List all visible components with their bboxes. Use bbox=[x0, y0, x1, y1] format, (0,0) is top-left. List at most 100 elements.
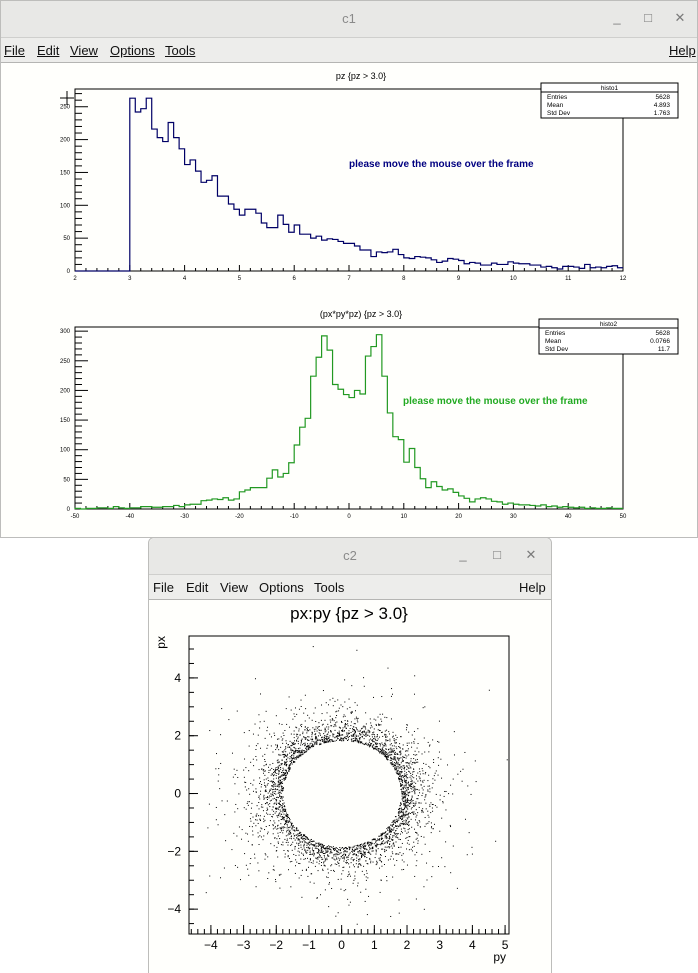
x-tick-label: 5 bbox=[502, 938, 509, 952]
menu-file[interactable]: File bbox=[4, 43, 25, 58]
maximize-button[interactable]: □ bbox=[493, 547, 501, 562]
histogram-bin bbox=[283, 224, 288, 271]
scatter-point bbox=[358, 858, 360, 860]
scatter-point bbox=[325, 850, 327, 852]
scatter-point bbox=[382, 751, 384, 753]
scatter-point bbox=[294, 753, 296, 755]
scatter-point bbox=[318, 849, 320, 851]
scatter-point bbox=[336, 714, 338, 716]
scatter-point bbox=[388, 754, 390, 756]
scatter-point bbox=[302, 733, 304, 735]
scatter-point bbox=[316, 857, 318, 859]
scatter-point bbox=[400, 785, 402, 787]
scatter-point bbox=[400, 779, 402, 781]
scatter-point bbox=[290, 886, 292, 888]
scatter-point bbox=[344, 854, 346, 856]
c2-canvas[interactable]: px:py {pz > 3.0}−4 −3 −2 −1 0 1 2 3 4 5−4−2024pyp… bbox=[149, 600, 551, 973]
scatter-point bbox=[347, 720, 349, 722]
menu-options[interactable]: Options bbox=[259, 580, 304, 595]
scatter-point bbox=[374, 746, 376, 748]
scatter-point bbox=[293, 713, 295, 715]
scatter-point bbox=[269, 733, 271, 735]
scatter-point bbox=[394, 864, 396, 866]
scatter-point bbox=[280, 754, 282, 756]
scatter-point bbox=[367, 843, 369, 845]
scatter-point bbox=[314, 743, 316, 745]
scatter-point bbox=[352, 730, 354, 732]
scatter-point bbox=[293, 760, 295, 762]
scatter-point bbox=[293, 829, 295, 831]
scatter-point bbox=[295, 739, 297, 741]
scatter-point bbox=[293, 742, 295, 744]
scatter-point bbox=[361, 870, 363, 872]
histogram-bin bbox=[376, 335, 381, 509]
scatter-point bbox=[348, 863, 350, 865]
scatter-point bbox=[263, 720, 265, 722]
scatter-point bbox=[399, 852, 401, 854]
close-button[interactable]: ✕ bbox=[525, 547, 537, 562]
scatter-point bbox=[410, 775, 412, 777]
scatter-point bbox=[438, 751, 440, 753]
scatter-point bbox=[263, 835, 265, 837]
scatter-point bbox=[355, 853, 357, 855]
scatter-point bbox=[395, 853, 397, 855]
menu-edit[interactable]: Edit bbox=[37, 43, 60, 58]
scatter-point bbox=[404, 814, 406, 816]
menu-view[interactable]: View bbox=[220, 580, 248, 595]
c2-titlebar[interactable]: c2 _ □ ✕ bbox=[149, 538, 551, 575]
scatter-point bbox=[281, 751, 283, 753]
menu-options[interactable]: Options bbox=[110, 43, 155, 58]
scatter-point bbox=[276, 738, 278, 740]
scatter-point bbox=[319, 854, 321, 856]
scatter-point bbox=[279, 887, 281, 889]
scatter-point bbox=[293, 755, 295, 757]
minimize-button[interactable]: _ bbox=[613, 10, 621, 25]
scatter-point bbox=[409, 785, 411, 787]
close-button[interactable]: ✕ bbox=[674, 10, 686, 25]
menu-file[interactable]: File bbox=[153, 580, 174, 595]
scatter-point bbox=[325, 859, 327, 861]
menu-help[interactable]: Help bbox=[669, 43, 696, 58]
scatter-point bbox=[383, 754, 385, 756]
scatter-point bbox=[397, 758, 399, 760]
scatter-point bbox=[282, 732, 284, 734]
scatter-point bbox=[408, 762, 410, 764]
scatter-point bbox=[292, 825, 294, 827]
menu-edit[interactable]: Edit bbox=[186, 580, 209, 595]
scatter-point bbox=[303, 712, 305, 714]
scatter-point bbox=[368, 741, 370, 743]
scatter-point bbox=[403, 794, 405, 796]
scatter-point bbox=[411, 798, 413, 800]
scatter-point bbox=[397, 769, 399, 771]
scatter-point bbox=[434, 805, 436, 807]
scatter-point bbox=[401, 775, 403, 777]
scatter-point bbox=[300, 834, 302, 836]
scatter-point bbox=[345, 723, 347, 725]
scatter-point bbox=[335, 853, 337, 855]
scatter-point bbox=[302, 853, 304, 855]
menu-help[interactable]: Help bbox=[519, 580, 546, 595]
scatter-point bbox=[399, 773, 401, 775]
scatter-point bbox=[281, 819, 283, 821]
scatter-point bbox=[384, 856, 386, 858]
scatter-point bbox=[321, 713, 323, 715]
menu-view[interactable]: View bbox=[70, 43, 98, 58]
scatter-point bbox=[277, 827, 279, 829]
menu-tools[interactable]: Tools bbox=[165, 43, 196, 58]
scatter-point bbox=[286, 829, 288, 831]
minimize-button[interactable]: _ bbox=[459, 547, 467, 562]
y-tick-label: 50 bbox=[63, 477, 70, 483]
scatter-point bbox=[270, 843, 272, 845]
menu-tools[interactable]: Tools bbox=[314, 580, 345, 595]
maximize-button[interactable]: □ bbox=[644, 10, 652, 25]
scatter-point bbox=[424, 825, 426, 827]
scatter-point bbox=[272, 762, 274, 764]
c1-titlebar[interactable]: c1 _ □ ✕ bbox=[1, 1, 697, 38]
scatter-point bbox=[295, 859, 297, 861]
scatter-point bbox=[386, 752, 388, 754]
scatter-point bbox=[320, 864, 322, 866]
scatter-point bbox=[415, 803, 417, 805]
scatter-point bbox=[413, 813, 415, 815]
scatter-point bbox=[330, 721, 332, 723]
